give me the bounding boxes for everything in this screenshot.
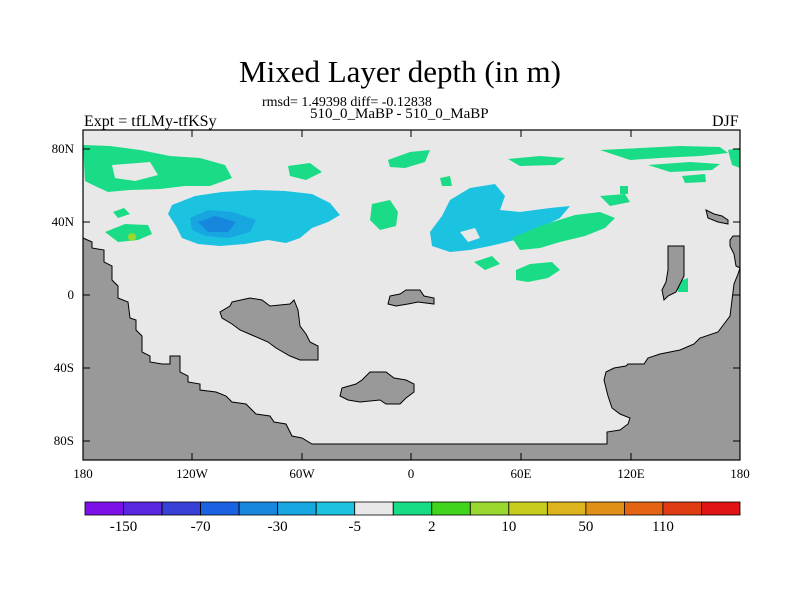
statistics-line: rmsd= 1.49398 diff= -0.12838 [262, 95, 432, 110]
lon-label-60w: 60W [289, 466, 315, 481]
colorbar-tick-label: -5 [348, 519, 361, 535]
island-east [661, 245, 685, 302]
colorbar-box [84, 501, 124, 516]
colorbar-box [392, 501, 433, 516]
colorbar-box [546, 501, 587, 516]
colorbar [84, 501, 741, 516]
island-northeast [705, 209, 729, 225]
colorbar-box [508, 501, 548, 516]
colorbar-box [469, 501, 510, 516]
lat-tick-marks [83, 148, 740, 442]
green-patch [388, 150, 430, 168]
mld-difference-fill [83, 145, 740, 292]
colorbar-box [431, 501, 471, 516]
colorbar-box [585, 501, 625, 516]
lon-label-60e: 60E [510, 466, 532, 481]
lon-label-120w: 120W [176, 466, 208, 481]
green-patch [474, 256, 500, 270]
lon-label-0: 0 [407, 466, 415, 481]
colorbar-box [354, 501, 394, 516]
colorbar-box [701, 501, 741, 516]
continent-pacific-center [219, 297, 319, 361]
land-masses [82, 209, 741, 461]
colorbar-tick-label: -70 [190, 519, 211, 535]
arctic-green-patch-west [83, 145, 232, 192]
continent-south-center [339, 371, 415, 405]
colorbar-box [624, 501, 664, 516]
lat-label-80n: 80N [51, 141, 74, 156]
colorbar-tick-label: 110 [651, 519, 674, 535]
green-patch [682, 174, 706, 183]
green-patch [516, 262, 560, 282]
lat-label-40s: 40S [53, 360, 74, 375]
colorbar-tick-label: 10 [501, 519, 517, 535]
green-patch [728, 148, 740, 168]
island-equatorial [387, 289, 435, 307]
colorbar-box [315, 501, 356, 516]
colorbar-tick-label: -30 [267, 519, 288, 535]
green-patch [648, 162, 720, 172]
lon-label-180e: 180 [730, 466, 750, 481]
green-patch [512, 212, 615, 250]
green-patch [370, 200, 398, 230]
antarctic-land [82, 237, 741, 461]
colorbar-box [200, 501, 240, 516]
colorbar-box [662, 501, 702, 516]
green-patch [600, 146, 728, 160]
green-patch [105, 224, 152, 242]
colorbar-tick-label: -150 [109, 519, 138, 535]
lat-label-0: 0 [67, 287, 75, 302]
colorbar-box [277, 501, 317, 516]
green-patch [288, 163, 322, 180]
season-label: DJF [712, 113, 739, 130]
colorbar-box [161, 501, 201, 516]
colorbar-tick-label: 2 [428, 519, 436, 535]
map-title: Mixed Layer depth (in m) [239, 54, 561, 89]
lon-tick-marks [191, 130, 632, 460]
lon-label-120e: 120E [617, 466, 645, 481]
colorbar-tick-label: 50 [578, 519, 594, 535]
map-subtitle: 510_0_MaBP - 510_0_MaBP [310, 106, 489, 122]
experiment-label: Expt = tfLMy-tfKSy [84, 113, 217, 130]
green-patch [508, 156, 565, 166]
colorbar-box [238, 501, 279, 516]
lat-label-80s: 80S [53, 433, 74, 448]
lat-label-40n: 40N [51, 214, 74, 229]
lon-label-180w: 180 [73, 466, 93, 481]
colorbar-box [123, 501, 163, 516]
